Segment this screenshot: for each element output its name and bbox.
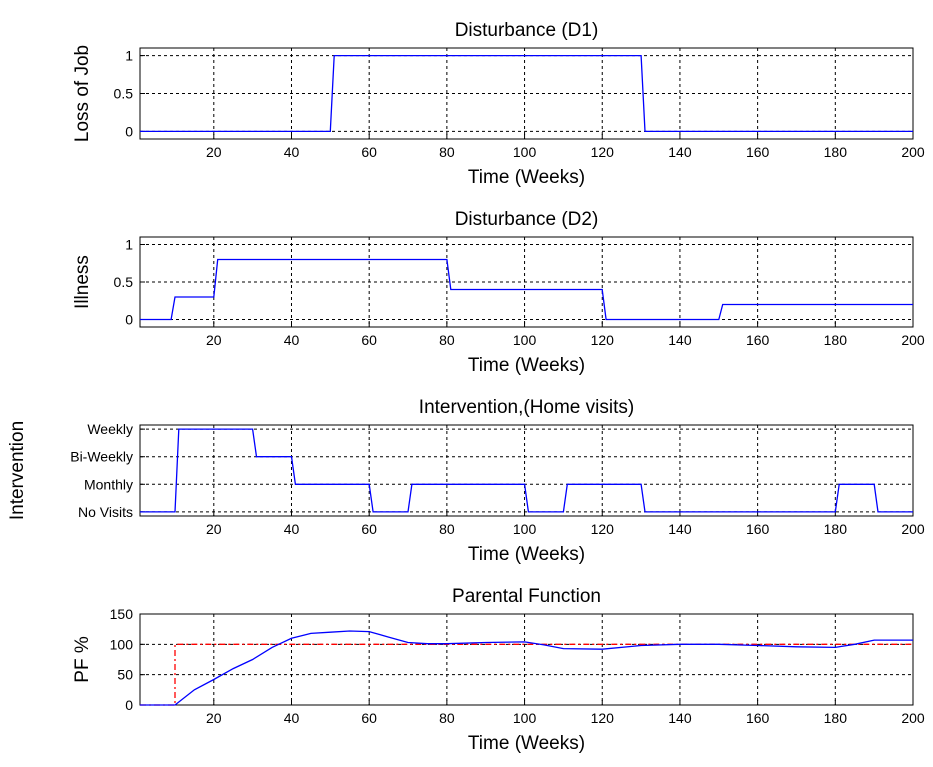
y-axis-label: Intervention [7, 421, 28, 520]
x-tick-label: 120 [591, 521, 615, 537]
x-tick-label: 100 [513, 144, 537, 160]
x-tick-label: 160 [746, 144, 770, 160]
x-tick-label: 60 [361, 710, 377, 726]
subplot-2: 20 40 60 80 100 120 140 160 180 200 0 0.5 1 Disturban… [72, 209, 925, 376]
x-tick-label: 100 [513, 521, 537, 537]
y-tick-label: 0.5 [114, 274, 134, 290]
x-tick-label: 140 [668, 710, 692, 726]
x-tick-label: 200 [901, 521, 925, 537]
x-tick-label: 200 [901, 332, 925, 348]
y-tick-label: 0 [125, 697, 133, 713]
x-axis-label: Time (Weeks) [468, 355, 585, 376]
x-tick-label: 160 [746, 710, 770, 726]
chart-title: Parental Function [452, 586, 601, 607]
x-tick-label: 80 [439, 521, 455, 537]
y-tick-label: No Visits [78, 504, 133, 520]
x-tick-label: 200 [901, 144, 925, 160]
x-tick-label: 20 [206, 144, 222, 160]
x-tick-label: 40 [284, 144, 300, 160]
subplot-1: 20 40 60 80 100 120 140 160 180 200 0 0.5 1 Disturban… [72, 20, 925, 188]
x-axis-label: Time (Weeks) [468, 544, 585, 565]
x-tick-label: 180 [824, 332, 848, 348]
y-tick-label: 1 [125, 48, 133, 64]
y-tick-label: 0.5 [114, 86, 134, 102]
y-tick-label: 1 [125, 237, 133, 253]
x-tick-label: 100 [513, 710, 537, 726]
x-axis-label: Time (Weeks) [468, 167, 585, 188]
x-tick-label: 20 [206, 332, 222, 348]
y-tick-label: 0 [125, 312, 133, 328]
series-line-1 [140, 428, 913, 513]
x-tick-label: 60 [361, 521, 377, 537]
x-axis-label: Time (Weeks) [468, 733, 585, 754]
x-tick-label: 160 [746, 332, 770, 348]
series-line-1 [140, 54, 913, 133]
x-tick-label: 180 [824, 710, 848, 726]
x-tick-label: 140 [668, 521, 692, 537]
x-tick-label: 180 [824, 144, 848, 160]
chart-title: Disturbance (D2) [455, 209, 599, 230]
x-tick-label: 40 [284, 521, 300, 537]
plot-area [139, 613, 914, 706]
x-tick-label: 120 [591, 710, 615, 726]
x-tick-label: 140 [668, 332, 692, 348]
x-tick-label: 20 [206, 521, 222, 537]
y-tick-label: 150 [110, 606, 134, 622]
series-line-1 [140, 258, 913, 321]
subplot-3: 20 40 60 80 100 120 140 160 180 200 No Visits Month… [7, 397, 925, 565]
x-tick-label: 60 [361, 144, 377, 160]
x-tick-label: 80 [439, 710, 455, 726]
x-tick-label: 60 [361, 332, 377, 348]
chart-title: Disturbance (D1) [455, 20, 599, 41]
x-tick-label: 100 [513, 332, 537, 348]
y-tick-label: 100 [110, 636, 134, 652]
y-tick-label: 50 [117, 667, 133, 683]
x-tick-label: 120 [591, 144, 615, 160]
x-tick-label: 20 [206, 710, 222, 726]
y-tick-label: 0 [125, 123, 133, 139]
y-tick-label: Bi-Weekly [70, 449, 133, 465]
x-tick-label: 180 [824, 521, 848, 537]
series-line-2 [140, 630, 913, 706]
x-tick-label: 80 [439, 144, 455, 160]
x-tick-label: 40 [284, 710, 300, 726]
y-axis-label: PF % [72, 636, 93, 683]
x-tick-label: 160 [746, 521, 770, 537]
y-tick-label: Weekly [87, 421, 133, 437]
y-axis-label: Loss of Job [72, 45, 93, 142]
x-tick-label: 120 [591, 332, 615, 348]
x-tick-label: 200 [901, 710, 925, 726]
x-tick-label: 140 [668, 144, 692, 160]
subplot-4: 20 40 60 80 100 120 140 160 180 200 0 50 100 150 Paren… [72, 586, 925, 754]
x-tick-label: 40 [284, 332, 300, 348]
chart-title: Intervention,(Home visits) [419, 397, 634, 418]
x-tick-label: 80 [439, 332, 455, 348]
y-tick-label: Monthly [84, 476, 133, 492]
y-axis-label: Illness [72, 255, 93, 309]
